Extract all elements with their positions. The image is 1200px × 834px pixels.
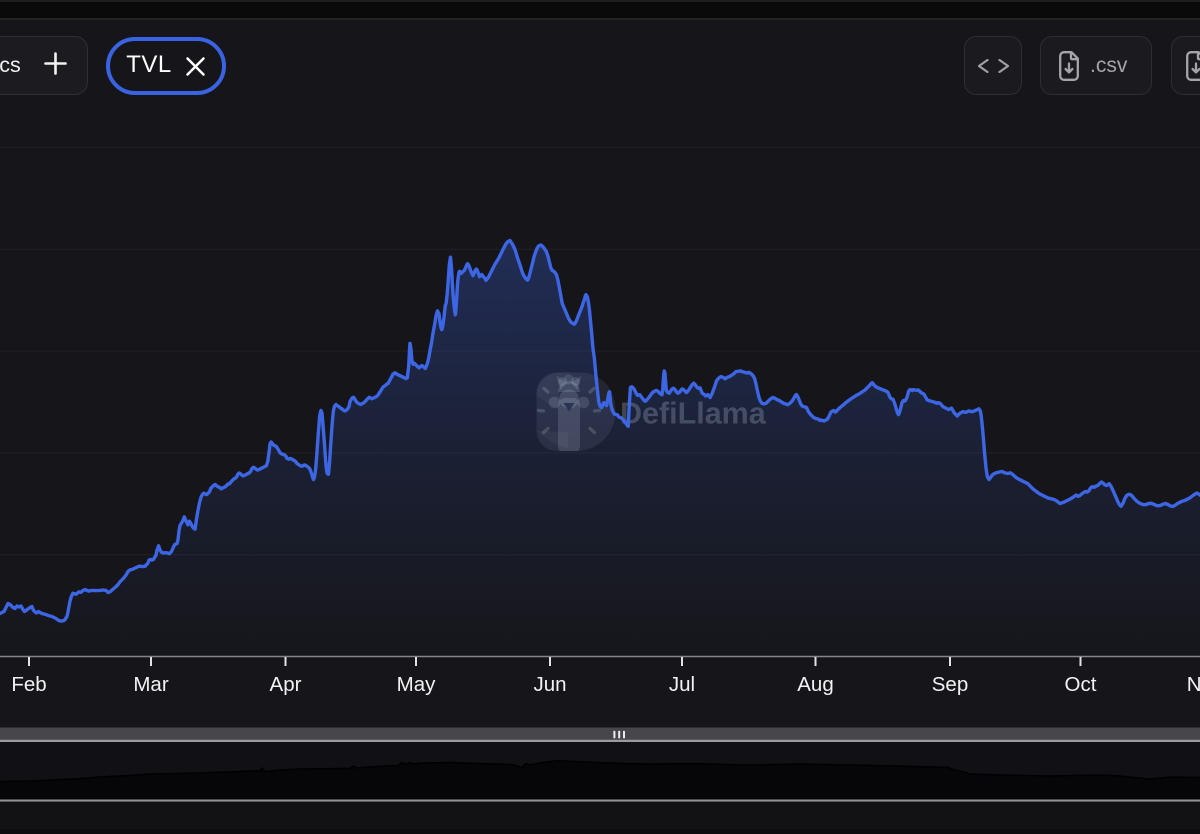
svg-text:Mar: Mar bbox=[133, 673, 168, 696]
svg-text:Sep: Sep bbox=[932, 673, 968, 696]
svg-text:Feb: Feb bbox=[11, 673, 46, 696]
svg-text:Jul: Jul bbox=[669, 673, 695, 696]
svg-text:Aug: Aug bbox=[797, 673, 833, 696]
svg-text:Nov: Nov bbox=[1187, 673, 1200, 696]
svg-text:Jun: Jun bbox=[533, 673, 566, 696]
svg-text:Oct: Oct bbox=[1065, 673, 1097, 696]
svg-text:May: May bbox=[397, 673, 436, 696]
svg-text:Apr: Apr bbox=[270, 673, 302, 696]
svg-text:DefiLlama: DefiLlama bbox=[620, 397, 767, 431]
